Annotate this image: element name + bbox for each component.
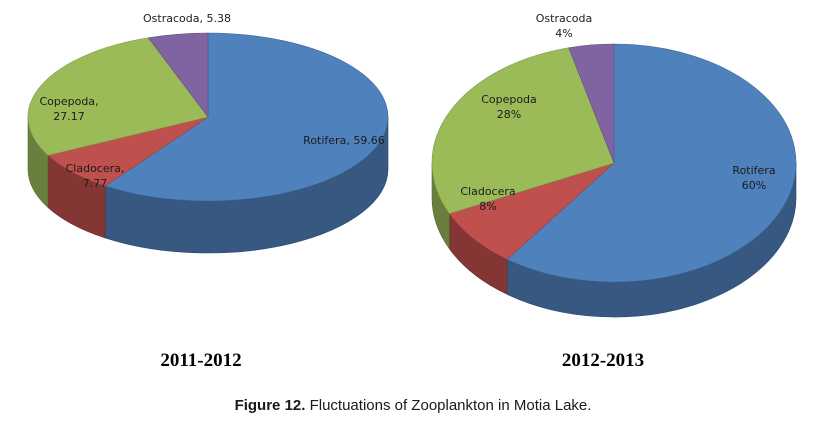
slice-label-rotifera: Rotifera, 59.66 <box>303 134 385 147</box>
pie-slice-ostracoda <box>147 32 209 118</box>
slice-label-cladocera: Cladocera, 7.77 <box>66 162 125 190</box>
slice-label-ostracoda: Ostracoda 4% <box>536 12 592 40</box>
slice-label-copepoda: Copepoda 28% <box>481 93 537 121</box>
slice-label-cladocera: Cladocera 8% <box>460 185 515 213</box>
panel-title-2011-2012: 2011-2012 <box>160 350 241 371</box>
slice-label-ostracoda: Ostracoda, 5.38 <box>143 12 231 25</box>
pie-slice-rotifera <box>104 32 389 202</box>
pie-slice-rotifera <box>506 43 797 283</box>
pie-chart-2011-2012: Rotifera, 59.66 Cladocera, 7.77 Copepoda, 27… <box>27 12 389 254</box>
pie-chart-2012-2013: Rotifera 60% Cladocera 8% Copepoda 28% Ostraco… <box>431 12 797 318</box>
caption-prefix: Figure 12. <box>234 397 306 414</box>
panel-title-2012-2013: 2012-2013 <box>562 350 644 371</box>
slice-label-rotifera: Rotifera 60% <box>732 164 775 192</box>
slice-label-copepoda: Copepoda, 27.17 <box>39 95 98 123</box>
pie-slice-copepoda <box>431 47 615 215</box>
pie-slice-copepoda <box>27 37 209 156</box>
pie-sides <box>27 116 389 254</box>
pie-slice-ostracoda <box>568 43 615 164</box>
figure-caption: Figure 12. Fluctuations of Zooplankton i… <box>0 397 826 414</box>
caption-text: Fluctuations of Zooplankton in Motia Lak… <box>305 397 592 414</box>
pie-slice-cladocera <box>448 162 615 260</box>
